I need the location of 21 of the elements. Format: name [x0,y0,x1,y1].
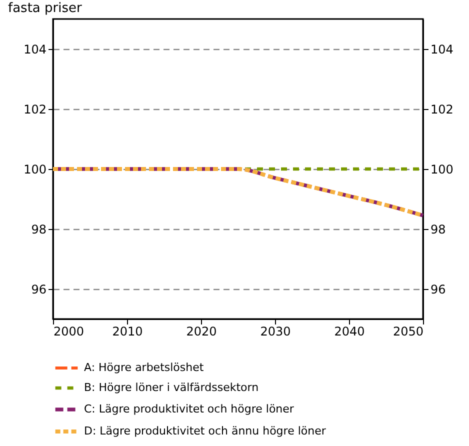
x-tick-label: 2010 [112,324,143,338]
y2-tick-label: 104 [430,42,454,56]
y-tick-label: 98 [31,222,46,236]
y-tick-label: 104 [24,42,46,56]
chart-title: fasta priser [8,1,82,16]
x-tick-label: 2030 [260,324,291,338]
y2-tick-label: 100 [430,162,454,176]
y2-tick-label: 96 [430,282,446,296]
legend-label: B: Högre löner i välfärdssektorn [84,381,259,394]
y-tick-label: 96 [31,282,46,296]
x-tick-label: 2020 [186,324,217,338]
y-tick-label: 100 [24,162,46,176]
x-tick-label: 2000 [54,324,84,338]
legend-label: C: Lägre produktivitet och högre löner [84,402,294,416]
legend-label: A: Högre arbetslöshet [84,361,204,374]
y2-tick-label: 102 [430,102,454,116]
x-tick-label: 2040 [334,324,365,338]
legend-label: D: Lägre produktivitet och ännu högre löner [84,424,326,438]
y2-tick-label: 98 [430,222,446,236]
x-tick-label: 2050 [392,324,424,338]
y-tick-label: 102 [24,102,46,116]
